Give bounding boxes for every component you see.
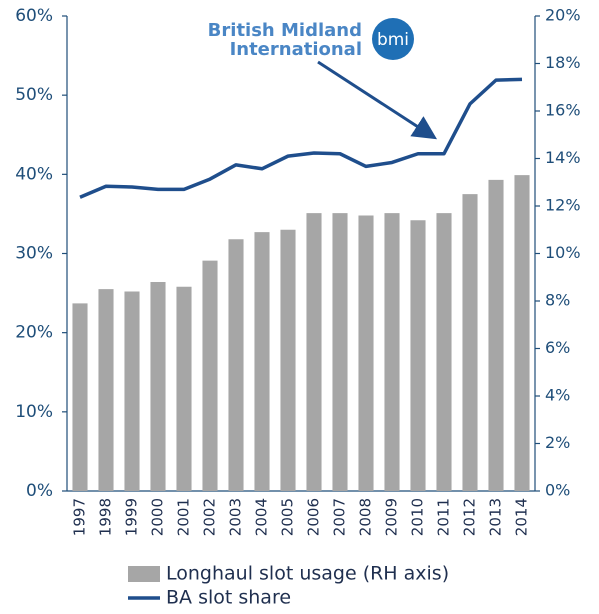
bar: [410, 220, 426, 491]
annotation-line: British Midland: [208, 20, 362, 41]
y2-tick-label: 18%: [545, 53, 581, 72]
x-tick-label: 2007: [331, 498, 349, 536]
bar: [488, 179, 504, 491]
y2-tick-label: 4%: [545, 386, 570, 405]
x-tick-label: 2008: [357, 498, 375, 536]
bar: [202, 260, 218, 491]
bar: [72, 303, 88, 491]
bar: [436, 213, 452, 491]
annotation-line: International: [230, 39, 362, 60]
x-tick-label: 2001: [175, 498, 193, 536]
bar: [254, 232, 270, 491]
x-tick-label: 2013: [487, 498, 505, 536]
bar: [150, 282, 166, 491]
y-tick-label: 30%: [15, 244, 53, 264]
legend-label: Longhaul slot usage (RH axis): [166, 563, 449, 585]
y2-tick-label: 6%: [545, 338, 570, 357]
x-tick-label: 2005: [279, 498, 297, 536]
y2-tick-label: 2%: [545, 433, 570, 452]
annotation-arrow: [317, 60, 438, 140]
y-tick-label: 20%: [15, 323, 53, 343]
y2-tick-label: 10%: [545, 243, 581, 262]
x-tick-label: 2004: [253, 498, 271, 536]
logo-text: bmi: [377, 30, 409, 50]
y-tick-label: 40%: [15, 164, 53, 184]
x-tick-label: 2011: [435, 498, 453, 536]
bar: [228, 239, 244, 491]
y2-tick-label: 14%: [545, 148, 581, 167]
bar: [514, 175, 530, 491]
x-tick-label: 1999: [123, 498, 141, 536]
bar: [358, 215, 374, 491]
bar: [176, 286, 192, 491]
y2-tick-label: 8%: [545, 291, 570, 310]
x-tick-label: 2006: [305, 498, 323, 536]
y2-tick-label: 12%: [545, 196, 581, 215]
x-tick-label: 2012: [461, 498, 479, 536]
x-tick-label: 1998: [97, 498, 115, 536]
bar: [332, 213, 348, 491]
x-tick-label: 2014: [513, 498, 531, 536]
x-tick-label: 1997: [71, 498, 89, 536]
bar: [306, 213, 322, 491]
y-tick-label: 60%: [15, 6, 53, 26]
bar: [98, 289, 114, 491]
legend-swatch: [128, 566, 160, 582]
x-tick-label: 2009: [383, 498, 401, 536]
line: [79, 77, 523, 199]
bar: [462, 194, 478, 491]
y-tick-label: 10%: [15, 402, 53, 422]
bar: [384, 213, 400, 491]
bar: [280, 229, 296, 491]
x-tick-label: 2003: [227, 498, 245, 536]
y2-tick-label: 20%: [545, 6, 581, 25]
logo-circle: [372, 18, 414, 60]
x-tick-label: 2000: [149, 498, 167, 536]
bar: [124, 291, 140, 491]
y-tick-label: 0%: [26, 481, 53, 501]
x-tick-label: 2002: [201, 498, 219, 536]
y2-tick-label: 16%: [545, 101, 581, 120]
legend-label: BA slot share: [166, 587, 291, 609]
y-tick-label: 50%: [15, 85, 53, 105]
y2-tick-label: 0%: [545, 481, 570, 500]
x-tick-label: 2010: [409, 498, 427, 536]
